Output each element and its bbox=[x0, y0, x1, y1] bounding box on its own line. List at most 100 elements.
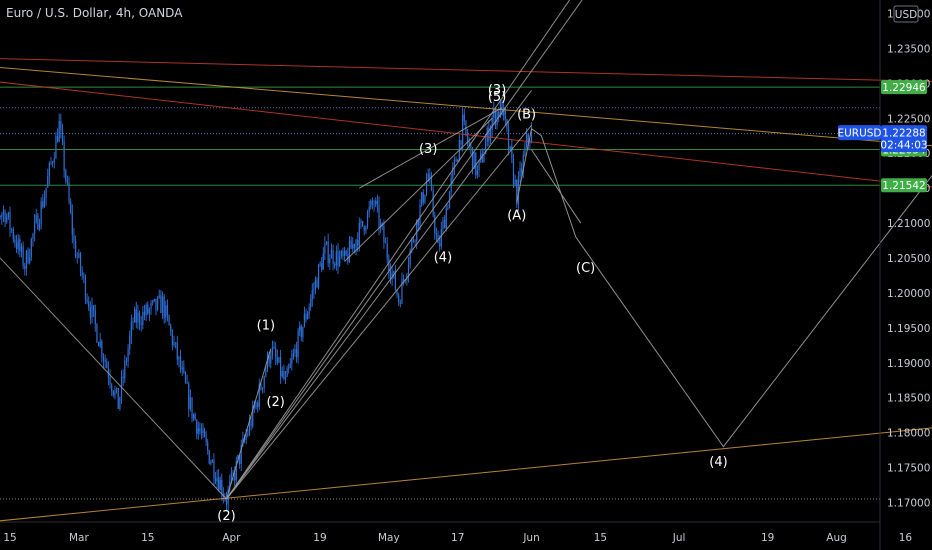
candle-body bbox=[50, 162, 52, 164]
candle-body bbox=[11, 229, 13, 230]
chart-title: Euro / U.S. Dollar, 4h, OANDA bbox=[6, 6, 183, 20]
candle-body bbox=[366, 211, 369, 228]
trend-line bbox=[226, 0, 571, 500]
candle-body bbox=[240, 444, 242, 464]
candle-body bbox=[330, 249, 333, 259]
candle-body bbox=[138, 312, 141, 324]
candle-body bbox=[157, 297, 159, 310]
candle-body bbox=[342, 251, 344, 257]
y-tick-label: 1.17000 bbox=[887, 498, 930, 510]
candle-body bbox=[514, 179, 516, 185]
candle-body bbox=[53, 158, 55, 163]
x-tick-label: May bbox=[378, 532, 400, 544]
candle-body bbox=[399, 302, 401, 304]
candle-body bbox=[153, 298, 155, 301]
candle-body bbox=[450, 177, 452, 192]
candle-body bbox=[81, 270, 83, 276]
candle-body bbox=[294, 348, 296, 354]
candle-body bbox=[378, 204, 380, 228]
candle-body bbox=[202, 429, 204, 433]
candle-body bbox=[297, 330, 299, 358]
trend-line bbox=[0, 67, 932, 147]
candle-body bbox=[194, 414, 196, 421]
wave-label: (4) bbox=[709, 455, 727, 470]
candle-body bbox=[32, 233, 34, 239]
trend-line bbox=[226, 348, 272, 500]
candle-body bbox=[412, 239, 415, 242]
candle-body bbox=[245, 435, 247, 440]
wave-label: (5) bbox=[488, 90, 506, 105]
currency-button[interactable]: USD bbox=[893, 5, 919, 23]
candle-body bbox=[491, 117, 493, 130]
candle-body bbox=[101, 340, 103, 358]
candle-body bbox=[6, 216, 8, 223]
candle-body bbox=[494, 109, 497, 125]
candle-body bbox=[196, 420, 198, 434]
candle-body bbox=[161, 296, 164, 313]
candle-body bbox=[334, 263, 336, 266]
x-tick-label: 16 bbox=[899, 532, 913, 544]
candle-body bbox=[181, 367, 183, 370]
candle-body bbox=[375, 200, 377, 205]
candle-body bbox=[343, 250, 346, 257]
candle-body bbox=[176, 342, 178, 360]
candle-body bbox=[200, 431, 203, 433]
candle-body bbox=[522, 155, 524, 173]
candle-body bbox=[394, 271, 396, 290]
candle-body bbox=[489, 129, 492, 142]
candle-body bbox=[427, 173, 429, 181]
wave-label: (3) bbox=[488, 83, 506, 98]
candle-body bbox=[235, 460, 237, 481]
candle-body bbox=[292, 353, 294, 358]
candle-body bbox=[55, 136, 57, 159]
candle-body bbox=[268, 353, 270, 364]
symbol-tag-bg bbox=[838, 125, 881, 141]
candle-body bbox=[260, 383, 262, 390]
currency-button-label[interactable]: USD bbox=[895, 9, 917, 21]
candle-body bbox=[314, 279, 317, 290]
candle-body bbox=[37, 215, 39, 230]
candle-body bbox=[481, 153, 483, 163]
x-tick-label: 19 bbox=[313, 532, 326, 544]
candle-body bbox=[470, 144, 472, 148]
candle-body bbox=[0, 216, 1, 218]
candle-body bbox=[140, 323, 142, 325]
candle-body bbox=[112, 390, 114, 396]
projection-branch bbox=[531, 149, 582, 224]
candle-body bbox=[383, 225, 385, 243]
candle-body bbox=[376, 200, 378, 205]
candle-body bbox=[165, 305, 167, 318]
level-tag: 1.22946 bbox=[881, 80, 927, 95]
candle-body bbox=[519, 168, 521, 177]
candle-body bbox=[360, 220, 362, 224]
candle-body bbox=[232, 472, 234, 474]
candle-body bbox=[97, 342, 100, 347]
candle-body bbox=[145, 304, 147, 316]
candle-body bbox=[75, 241, 77, 258]
candle-body bbox=[305, 313, 307, 320]
candle-body bbox=[468, 142, 470, 145]
candle-body bbox=[317, 264, 320, 288]
candle-body bbox=[73, 235, 75, 242]
candle-body bbox=[503, 108, 505, 116]
candle-body bbox=[478, 160, 480, 171]
trend-line bbox=[226, 90, 532, 500]
candle-body bbox=[213, 460, 215, 479]
candle-body bbox=[440, 228, 442, 247]
candle-body bbox=[89, 307, 91, 318]
candle-body bbox=[93, 305, 95, 311]
candle-body bbox=[175, 342, 177, 344]
currency-button-frame[interactable] bbox=[893, 5, 919, 23]
candle-body bbox=[281, 370, 283, 377]
candle-body bbox=[1, 214, 3, 218]
x-tick-label: 15 bbox=[141, 532, 154, 544]
candle-body bbox=[83, 275, 85, 277]
candle-body bbox=[7, 212, 9, 217]
candle-body bbox=[15, 242, 18, 250]
candle-body bbox=[319, 263, 321, 265]
wave-label: (B) bbox=[517, 107, 536, 122]
candle-body bbox=[60, 121, 62, 130]
horizontal-levels bbox=[0, 86, 880, 500]
